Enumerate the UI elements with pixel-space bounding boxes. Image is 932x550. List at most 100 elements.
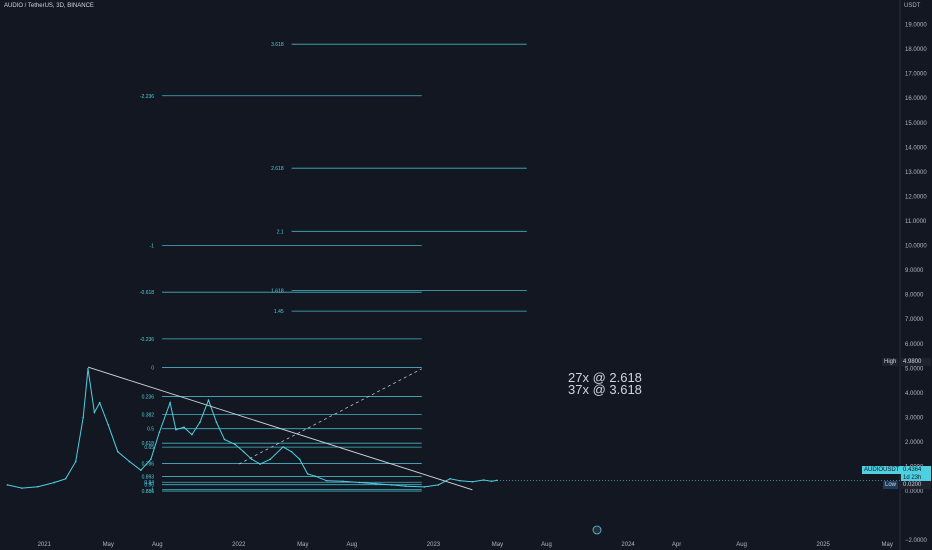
price-point: [64, 477, 67, 480]
price-point: [117, 450, 119, 453]
price-point: [183, 426, 185, 429]
y-tick-label: 18.0000: [905, 47, 927, 53]
price-point: [306, 473, 309, 475]
fib-level-label: 1.45: [274, 309, 284, 315]
price-point: [199, 421, 201, 424]
y-tick-label: 3.0000: [905, 415, 924, 421]
y-tick-label: 15.0000: [905, 121, 927, 127]
annotation-line-1: 27x @ 2.618: [568, 370, 642, 385]
price-point: [375, 482, 377, 485]
y-tick-label: 10.0000: [905, 244, 927, 250]
event-marker-icon: [592, 525, 602, 535]
price-point: [107, 423, 110, 426]
low-label: Low: [883, 481, 899, 489]
fib-level-label: 0.886: [142, 489, 155, 495]
price-point: [191, 433, 193, 436]
fib-level-label: -0.236: [140, 337, 154, 343]
y-tick-label: 11.0000: [905, 219, 927, 225]
x-tick-label: Aug: [541, 542, 552, 548]
y-tick-label: 2.0000: [905, 440, 924, 446]
price-point: [242, 450, 245, 453]
x-tick-label: 2025: [817, 542, 831, 548]
x-tick-label: 2022: [232, 542, 246, 548]
target-annotation: 27x @ 2.618 37x @ 3.618: [568, 370, 642, 397]
fib-level-label: 0.382: [142, 412, 155, 418]
price-point: [250, 458, 253, 460]
x-tick-label: 2023: [427, 542, 441, 548]
x-tick-label: May: [492, 542, 503, 548]
price-point: [223, 438, 226, 441]
price-point: [128, 460, 131, 463]
x-tick-label: 2021: [38, 542, 52, 548]
y-tick-label: 9.0000: [905, 268, 924, 274]
y-tick-label: 8.0000: [905, 293, 924, 299]
price-unit: USDT: [904, 3, 921, 9]
price-point: [282, 446, 284, 448]
x-tick-label: May: [103, 542, 114, 548]
x-tick-label: Aug: [152, 542, 163, 548]
y-tick-label: 17.0000: [905, 72, 927, 78]
price-point: [6, 484, 9, 486]
fib-level-label: -0.618: [140, 290, 154, 296]
projection-dashed-line: [238, 368, 422, 465]
price-point: [269, 458, 272, 460]
fib-level-label: -2.236: [140, 94, 154, 100]
price-point: [21, 487, 23, 489]
price-point: [37, 485, 39, 488]
fib-level-label: 1.618: [271, 288, 284, 294]
fib-level-label: 1: [151, 488, 154, 494]
x-tick-label: Apr: [672, 542, 681, 548]
x-tick-label: 2024: [621, 542, 635, 548]
high-value: 4.9800: [901, 358, 931, 366]
price-point: [259, 463, 261, 465]
price-point: [87, 367, 89, 370]
fib-level-label: 3.618: [271, 42, 284, 48]
descending-trendline: [87, 366, 473, 491]
price-point: [471, 480, 474, 483]
y-tick-label: 0.0000: [905, 489, 924, 495]
price-point: [298, 458, 301, 460]
y-tick-label: 16.0000: [905, 96, 927, 102]
y-tick-label: 7.0000: [905, 317, 924, 323]
fib-level-label: -1: [150, 244, 155, 250]
y-tick-label: −2.0000: [905, 538, 928, 544]
y-tick-label: 13.0000: [905, 170, 927, 176]
low-value: 0.0200: [901, 481, 931, 489]
price-point: [234, 443, 236, 446]
fib-level-label: 0.5: [147, 427, 154, 433]
price-point: [139, 469, 142, 472]
price-point: [169, 401, 171, 404]
price-point: [158, 431, 161, 433]
y-tick-label: 6.0000: [905, 342, 924, 348]
price-point: [326, 479, 328, 482]
price-line: [7, 368, 497, 489]
y-tick-label: 14.0000: [905, 145, 927, 151]
fib-level-label: 0.786: [142, 462, 155, 468]
price-point: [358, 481, 361, 484]
y-tick-label: 4.0000: [905, 391, 924, 397]
price-point: [459, 479, 461, 482]
high-label: High: [882, 358, 899, 366]
x-tick-label: Aug: [736, 542, 747, 548]
price-point: [53, 481, 56, 484]
fib-level-label: 0.618: [142, 441, 155, 447]
price-point: [437, 484, 440, 486]
price-point: [215, 421, 218, 424]
fib-level-label: 2.618: [271, 166, 284, 172]
annotation-line-2: 37x @ 3.618: [568, 382, 642, 397]
price-point: [482, 479, 485, 481]
x-tick-label: May: [882, 542, 893, 548]
price-point: [207, 399, 210, 402]
fib-level-label: 0.893: [142, 475, 155, 481]
price-point: [175, 428, 177, 431]
y-tick-label: 19.0000: [905, 23, 927, 29]
price-point: [98, 401, 101, 404]
price-point: [423, 486, 426, 488]
price-point: [404, 485, 407, 487]
price-point: [74, 460, 77, 463]
price-point: [490, 480, 493, 483]
last-price-badge: 0.4364: [901, 466, 931, 474]
fib-level-label: 2.1: [277, 229, 284, 235]
price-point: [314, 475, 317, 478]
